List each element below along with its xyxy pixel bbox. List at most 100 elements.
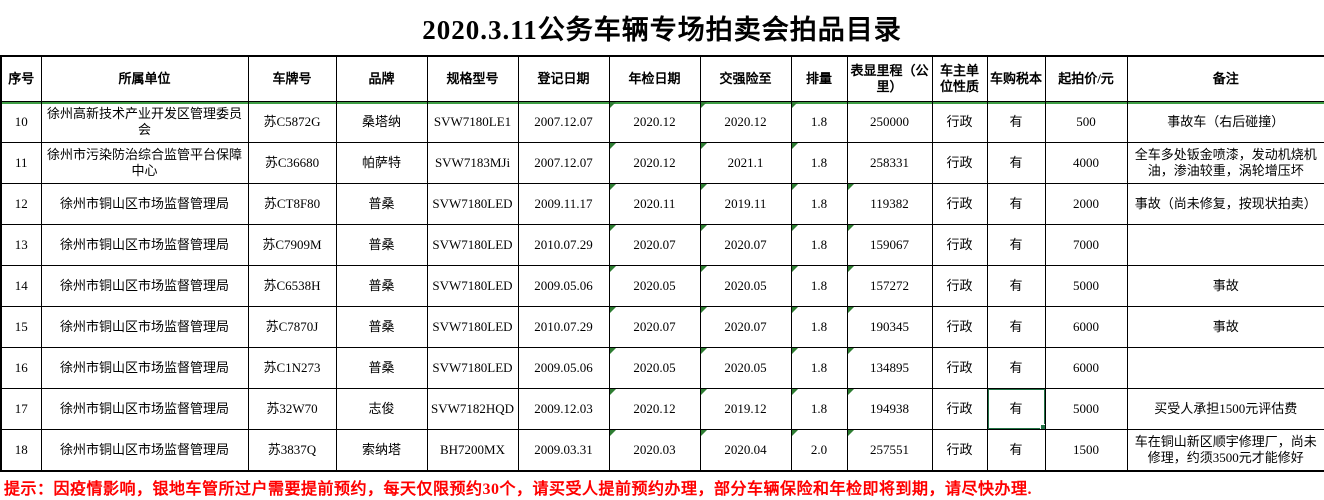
cell-mileage[interactable]: 190345 [846, 306, 933, 348]
cell-inspection_date[interactable]: 2020.05 [608, 347, 701, 389]
cell-brand[interactable]: 普桑 [335, 183, 428, 225]
cell-plate[interactable]: 苏32W70 [247, 388, 337, 430]
cell-serial[interactable]: 11 [0, 142, 42, 184]
header-inspection_date[interactable]: 年检日期 [608, 55, 701, 102]
cell-displacement[interactable]: 1.8 [790, 183, 848, 225]
header-reg_date[interactable]: 登记日期 [517, 55, 610, 102]
cell-owner_type[interactable]: 行政 [931, 142, 988, 184]
cell-owner_type[interactable]: 行政 [931, 265, 988, 307]
cell-model[interactable]: SVW7180LED [426, 265, 519, 307]
cell-reg_date[interactable]: 2010.07.29 [517, 306, 610, 348]
cell-owner_type[interactable]: 行政 [931, 347, 988, 389]
cell-insurance_until[interactable]: 2020.07 [699, 224, 792, 266]
cell-plate[interactable]: 苏C7909M [247, 224, 337, 266]
cell-displacement[interactable]: 2.0 [790, 429, 848, 472]
cell-owner_type[interactable]: 行政 [931, 306, 988, 348]
cell-displacement[interactable]: 1.8 [790, 388, 848, 430]
cell-brand[interactable]: 索纳塔 [335, 429, 428, 472]
cell-brand[interactable]: 普桑 [335, 265, 428, 307]
cell-remark[interactable] [1126, 347, 1324, 389]
cell-remark[interactable]: 全车多处钣金喷漆，发动机烧机油，渗油较重，涡轮增压坏 [1126, 142, 1324, 184]
cell-start_price[interactable]: 7000 [1044, 224, 1128, 266]
cell-start_price[interactable]: 5000 [1044, 265, 1128, 307]
cell-mileage[interactable]: 250000 [846, 101, 933, 143]
cell-model[interactable]: SVW7180LED [426, 183, 519, 225]
header-mileage[interactable]: 表显里程（公里） [846, 55, 933, 102]
cell-model[interactable]: SVW7183MJi [426, 142, 519, 184]
cell-insurance_until[interactable]: 2020.04 [699, 429, 792, 472]
cell-inspection_date[interactable]: 2020.03 [608, 429, 701, 472]
cell-displacement[interactable]: 1.8 [790, 101, 848, 143]
header-unit[interactable]: 所属单位 [40, 55, 249, 102]
cell-tax_book[interactable]: 有 [986, 429, 1046, 472]
cell-remark[interactable]: 买受人承担1500元评估费 [1126, 388, 1324, 430]
cell-serial[interactable]: 16 [0, 347, 42, 389]
cell-tax_book[interactable]: 有 [986, 224, 1046, 266]
fill-handle[interactable] [1039, 424, 1044, 429]
cell-serial[interactable]: 12 [0, 183, 42, 225]
cell-unit[interactable]: 徐州市铜山区市场监督管理局 [40, 224, 249, 266]
cell-insurance_until[interactable]: 2020.05 [699, 265, 792, 307]
cell-mileage[interactable]: 157272 [846, 265, 933, 307]
header-remark[interactable]: 备注 [1126, 55, 1324, 102]
cell-start_price[interactable]: 6000 [1044, 306, 1128, 348]
cell-reg_date[interactable]: 2007.12.07 [517, 101, 610, 143]
cell-insurance_until[interactable]: 2020.07 [699, 306, 792, 348]
cell-brand[interactable]: 帕萨特 [335, 142, 428, 184]
cell-mileage[interactable]: 194938 [846, 388, 933, 430]
cell-tax_book[interactable]: 有 [986, 101, 1046, 143]
cell-brand[interactable]: 桑塔纳 [335, 101, 428, 143]
cell-remark[interactable]: 事故（尚未修复，按现状拍卖） [1126, 183, 1324, 225]
header-displacement[interactable]: 排量 [790, 55, 848, 102]
cell-owner_type[interactable]: 行政 [931, 224, 988, 266]
header-model[interactable]: 规格型号 [426, 55, 519, 102]
cell-unit[interactable]: 徐州市铜山区市场监督管理局 [40, 183, 249, 225]
cell-tax_book[interactable]: 有 [986, 142, 1046, 184]
cell-reg_date[interactable]: 2009.03.31 [517, 429, 610, 472]
cell-model[interactable]: BH7200MX [426, 429, 519, 472]
cell-tax_book[interactable]: 有 [986, 265, 1046, 307]
cell-brand[interactable]: 普桑 [335, 224, 428, 266]
cell-plate[interactable]: 苏CT8F80 [247, 183, 337, 225]
cell-tax_book[interactable]: 有 [986, 306, 1046, 348]
cell-remark[interactable]: 事故 [1126, 306, 1324, 348]
cell-reg_date[interactable]: 2009.05.06 [517, 347, 610, 389]
cell-reg_date[interactable]: 2009.11.17 [517, 183, 610, 225]
cell-serial[interactable]: 17 [0, 388, 42, 430]
cell-reg_date[interactable]: 2009.12.03 [517, 388, 610, 430]
cell-start_price[interactable]: 2000 [1044, 183, 1128, 225]
cell-remark[interactable]: 事故 [1126, 265, 1324, 307]
cell-inspection_date[interactable]: 2020.05 [608, 265, 701, 307]
cell-owner_type[interactable]: 行政 [931, 183, 988, 225]
cell-start_price[interactable]: 1500 [1044, 429, 1128, 472]
header-tax_book[interactable]: 车购税本 [986, 55, 1046, 102]
cell-insurance_until[interactable]: 2019.12 [699, 388, 792, 430]
cell-plate[interactable]: 苏C6538H [247, 265, 337, 307]
cell-plate[interactable]: 苏C5872G [247, 101, 337, 143]
cell-insurance_until[interactable]: 2019.11 [699, 183, 792, 225]
cell-unit[interactable]: 徐州市污染防治综合监管平台保障中心 [40, 142, 249, 184]
cell-unit[interactable]: 徐州市铜山区市场监督管理局 [40, 347, 249, 389]
cell-plate[interactable]: 苏C7870J [247, 306, 337, 348]
cell-serial[interactable]: 10 [0, 101, 42, 143]
cell-remark[interactable]: 事故车（右后碰撞） [1126, 101, 1324, 143]
cell-remark[interactable] [1126, 224, 1324, 266]
cell-brand[interactable]: 普桑 [335, 306, 428, 348]
cell-reg_date[interactable]: 2007.12.07 [517, 142, 610, 184]
cell-mileage[interactable]: 257551 [846, 429, 933, 472]
cell-remark[interactable]: 车在铜山新区顺宇修理厂，尚未修理，约须3500元才能修好 [1126, 429, 1324, 472]
cell-unit[interactable]: 徐州市铜山区市场监督管理局 [40, 265, 249, 307]
cell-inspection_date[interactable]: 2020.12 [608, 142, 701, 184]
cell-displacement[interactable]: 1.8 [790, 306, 848, 348]
cell-serial[interactable]: 18 [0, 429, 42, 472]
cell-mileage[interactable]: 159067 [846, 224, 933, 266]
cell-model[interactable]: SVW7180LED [426, 224, 519, 266]
cell-mileage[interactable]: 134895 [846, 347, 933, 389]
cell-model[interactable]: SVW7180LE1 [426, 101, 519, 143]
header-serial[interactable]: 序号 [0, 55, 42, 102]
cell-model[interactable]: SVW7180LED [426, 347, 519, 389]
cell-tax_book[interactable]: 有 [986, 388, 1046, 430]
cell-reg_date[interactable]: 2010.07.29 [517, 224, 610, 266]
header-owner_type[interactable]: 车主单位性质 [931, 55, 988, 102]
cell-plate[interactable]: 苏C36680 [247, 142, 337, 184]
